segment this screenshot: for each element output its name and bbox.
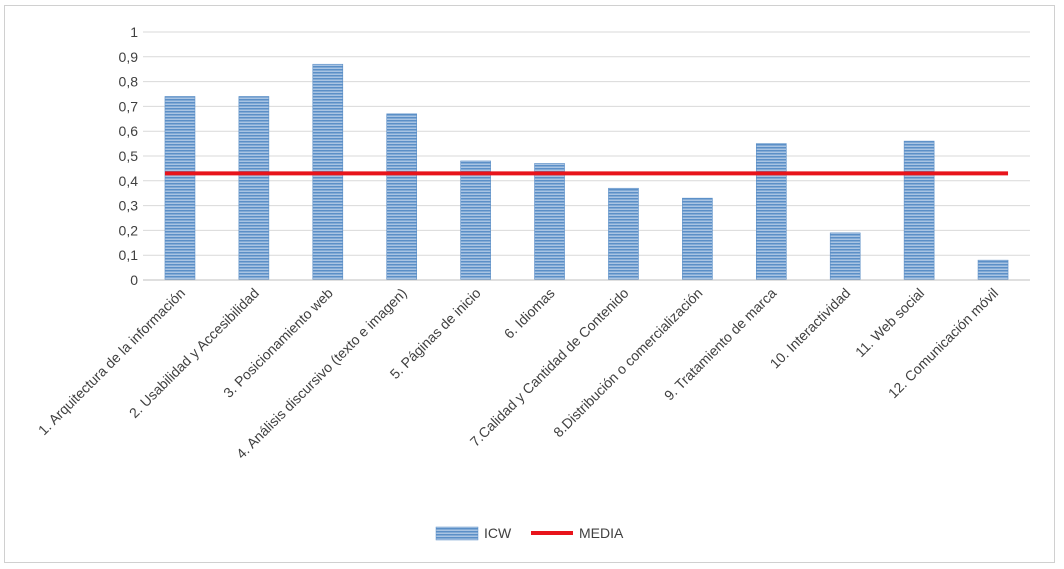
bar-icw [829,232,861,281]
y-tick-label: 0,9 [119,49,139,65]
x-category-label: 6. Idiomas [501,285,558,342]
y-tick-label: 0,1 [119,247,139,263]
y-tick-label: 0,4 [119,173,139,189]
y-tick-label: 0 [130,272,138,288]
bar-icw [534,163,565,281]
x-category-label: 7.Calidad y Cantidad de Contenido [467,285,632,450]
bar-icw [238,96,270,281]
x-category-label: 11. Web social [852,285,927,360]
y-axis-ticks: 0 0,1 0,2 0,3 0,4 0,5 0,6 0,7 0,8 0,9 1 [119,24,139,288]
gridlines [143,31,1030,256]
bar-icw [608,187,639,281]
x-category-label: 8.Distribución o comercialización [550,285,705,440]
x-category-label: 4. Análisis discursivo (texto e imagen) [233,285,410,462]
bar-icw [977,259,1009,281]
y-tick-label: 1 [130,24,138,40]
legend-media-label: MEDIA [579,525,624,541]
bar-icw [755,143,787,281]
y-tick-label: 0,8 [119,74,139,90]
bar-icw [164,96,196,281]
y-tick-label: 0,3 [119,198,139,214]
y-tick-label: 0,5 [119,148,139,164]
legend: ICW MEDIA [435,525,624,541]
legend-icw-label: ICW [484,525,512,541]
x-category-label: 1. Arquitectura de la información [35,285,188,438]
bar-icw [386,113,418,281]
bar-icw [903,140,935,281]
y-tick-label: 0,2 [119,222,139,238]
bar-icw [460,160,491,281]
y-tick-label: 0,7 [119,98,139,114]
x-category-label: 10. Interactividad [767,285,854,372]
bar-icw [682,197,713,281]
legend-icw-swatch [435,526,479,541]
x-category-label: 2. Usabilidad y Accesibilidad [126,285,262,421]
y-tick-label: 0,6 [119,123,139,139]
